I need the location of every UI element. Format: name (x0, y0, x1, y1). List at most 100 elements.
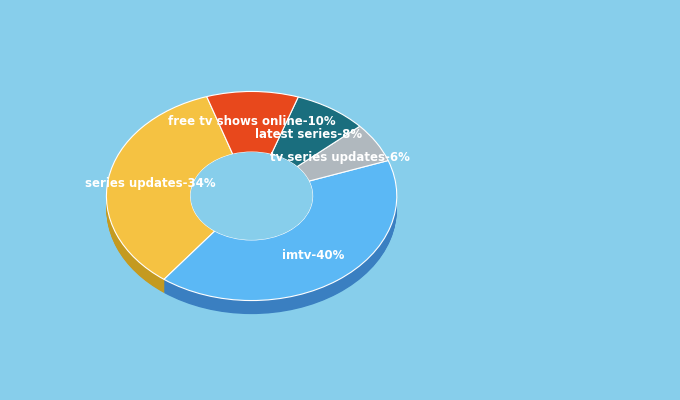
Wedge shape (207, 94, 299, 158)
Wedge shape (207, 94, 299, 157)
Wedge shape (271, 109, 360, 179)
Wedge shape (164, 165, 397, 305)
Wedge shape (164, 163, 397, 303)
Wedge shape (297, 128, 388, 183)
Wedge shape (106, 104, 233, 287)
Wedge shape (106, 100, 233, 282)
Wedge shape (271, 101, 360, 170)
Wedge shape (297, 133, 388, 188)
Wedge shape (271, 97, 360, 167)
Wedge shape (271, 104, 360, 174)
Wedge shape (297, 135, 388, 190)
Text: imtv-40%: imtv-40% (282, 249, 344, 262)
Wedge shape (207, 104, 299, 166)
Wedge shape (271, 110, 360, 180)
Wedge shape (207, 96, 299, 159)
Wedge shape (207, 104, 299, 167)
Wedge shape (271, 104, 360, 174)
Wedge shape (271, 108, 360, 177)
Wedge shape (297, 131, 388, 186)
Wedge shape (271, 106, 360, 176)
Wedge shape (271, 102, 360, 171)
Wedge shape (164, 173, 397, 313)
Wedge shape (271, 102, 360, 172)
Wedge shape (207, 100, 299, 163)
Wedge shape (164, 166, 397, 306)
Wedge shape (271, 108, 360, 178)
Circle shape (190, 152, 313, 240)
Wedge shape (297, 140, 388, 195)
Wedge shape (106, 96, 233, 279)
Wedge shape (207, 100, 299, 164)
Wedge shape (297, 138, 388, 192)
Wedge shape (106, 107, 233, 290)
Wedge shape (297, 129, 388, 184)
Wedge shape (207, 98, 299, 160)
Wedge shape (207, 92, 299, 154)
Wedge shape (164, 167, 397, 307)
Wedge shape (164, 164, 397, 304)
Wedge shape (271, 110, 360, 180)
Text: series updates-34%: series updates-34% (84, 177, 216, 190)
Wedge shape (106, 109, 233, 292)
Text: tv series updates-6%: tv series updates-6% (270, 152, 410, 164)
Text: latest series-8%: latest series-8% (255, 128, 362, 140)
Wedge shape (297, 139, 388, 194)
Wedge shape (106, 99, 233, 282)
Wedge shape (106, 103, 233, 286)
Wedge shape (297, 126, 388, 181)
Wedge shape (164, 170, 397, 310)
Wedge shape (164, 164, 397, 304)
Wedge shape (106, 106, 233, 289)
Wedge shape (271, 107, 360, 176)
Wedge shape (207, 102, 299, 165)
Wedge shape (297, 130, 388, 185)
Wedge shape (164, 161, 397, 301)
Wedge shape (207, 103, 299, 166)
Wedge shape (271, 105, 360, 175)
Wedge shape (164, 171, 397, 311)
Wedge shape (164, 170, 397, 310)
Wedge shape (106, 106, 233, 288)
Wedge shape (207, 105, 299, 168)
Wedge shape (207, 101, 299, 164)
Wedge shape (106, 97, 233, 280)
Wedge shape (297, 127, 388, 182)
Wedge shape (297, 138, 388, 193)
Wedge shape (106, 100, 233, 283)
Wedge shape (297, 128, 388, 183)
Wedge shape (106, 98, 233, 281)
Wedge shape (207, 93, 299, 156)
Wedge shape (207, 95, 299, 158)
Wedge shape (106, 101, 233, 284)
Wedge shape (106, 103, 233, 286)
Wedge shape (164, 168, 397, 308)
Wedge shape (297, 136, 388, 191)
Wedge shape (207, 98, 299, 161)
Wedge shape (106, 110, 233, 293)
Wedge shape (106, 110, 233, 292)
Wedge shape (164, 172, 397, 312)
Wedge shape (297, 132, 388, 186)
Wedge shape (271, 99, 360, 169)
Wedge shape (106, 105, 233, 288)
Wedge shape (164, 162, 397, 302)
Wedge shape (164, 173, 397, 313)
Wedge shape (271, 100, 360, 170)
Wedge shape (207, 99, 299, 162)
Wedge shape (297, 137, 388, 192)
Text: free tv shows online-10%: free tv shows online-10% (169, 115, 336, 128)
Wedge shape (297, 134, 388, 189)
Wedge shape (106, 102, 233, 285)
Wedge shape (297, 132, 388, 187)
Wedge shape (271, 98, 360, 168)
Wedge shape (207, 92, 299, 155)
Wedge shape (207, 97, 299, 160)
Wedge shape (164, 174, 397, 314)
Wedge shape (164, 160, 397, 300)
Wedge shape (271, 103, 360, 173)
Wedge shape (106, 108, 233, 291)
Wedge shape (297, 134, 388, 190)
Wedge shape (164, 166, 397, 306)
Wedge shape (271, 98, 360, 168)
